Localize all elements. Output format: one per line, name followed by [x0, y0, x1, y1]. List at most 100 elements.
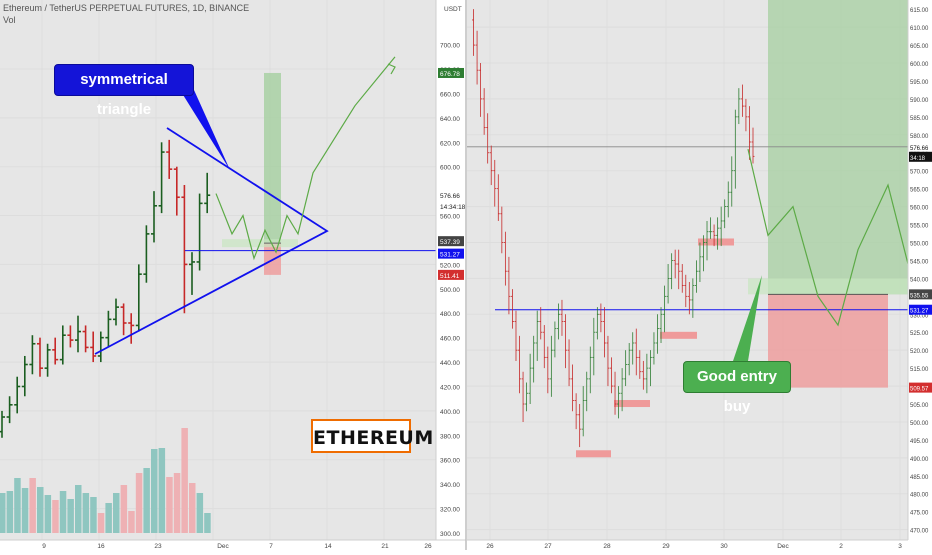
symbol-title: Ethereum / TetherUS PERPETUAL FUTURES, 1… — [3, 3, 250, 13]
left-badge-entry: 537.39 — [440, 239, 460, 246]
volume-bar — [189, 483, 196, 533]
right-axis-tick: 570.00 — [910, 170, 929, 176]
support-highlight — [698, 238, 734, 246]
projection-path — [215, 56, 396, 261]
right-x-tick: 29 — [662, 543, 670, 550]
right-badge-countdown-bg — [909, 151, 932, 162]
right-badge-last-bg — [909, 141, 932, 152]
right-badge-countdown: 34:18 — [910, 156, 926, 162]
volume-bar — [181, 428, 188, 533]
right-badge-stop: 509.57 — [910, 387, 929, 393]
volume-bar — [173, 473, 181, 533]
right-axis-tick: 580.00 — [910, 134, 929, 140]
support-highlight — [614, 400, 650, 408]
volume-bar — [151, 449, 158, 533]
entry-callout: Good entry buy — [683, 361, 791, 415]
support-highlight — [660, 331, 697, 339]
left-axis-tick: 520.00 — [440, 262, 460, 269]
volume-bar — [29, 478, 36, 533]
symmetrical-triangle — [94, 127, 329, 355]
left-axis-tick: 460.00 — [440, 336, 460, 343]
brand-box: ETHEREUM — [311, 419, 433, 453]
volume-bar — [135, 473, 143, 533]
volume-bar — [204, 513, 211, 533]
left-axis-tick: 700.00 — [440, 43, 460, 50]
callout-pointer — [180, 90, 230, 170]
volume-bar — [196, 493, 204, 533]
right-axis-tick: 485.00 — [910, 475, 929, 481]
volume-bar — [75, 485, 82, 533]
right-candles — [472, 9, 755, 448]
left-volume-series — [0, 428, 211, 533]
right-axis-tick: 595.00 — [910, 80, 929, 86]
left-axis-tick: 500.00 — [440, 287, 460, 294]
volume-bar — [143, 468, 150, 533]
left-badge-support: 531.27 — [440, 252, 460, 259]
volume-bar — [59, 491, 67, 533]
left-axis-tick: 320.00 — [440, 507, 460, 514]
right-axis-tick: 505.00 — [910, 403, 929, 409]
volume-bar — [113, 493, 120, 533]
left-axis-tick: 360.00 — [440, 458, 460, 465]
right-axis-tick: 590.00 — [910, 98, 929, 104]
right-badge-support-bg — [909, 304, 932, 315]
right-badge-support: 531.27 — [910, 309, 929, 315]
right-axis-tick: 565.00 — [910, 188, 929, 194]
volume-bar — [128, 511, 135, 533]
left-axis-tick: 300.00 — [440, 531, 460, 538]
right-axis-tick: 560.00 — [910, 206, 929, 212]
right-axis-tick: 540.00 — [910, 277, 929, 283]
left-x-tick: 23 — [154, 543, 162, 550]
right-entry-band — [748, 278, 908, 295]
left-axis-tick: 420.00 — [440, 384, 460, 391]
left-badge-target: 676.78 — [440, 71, 460, 78]
left-axis-tick: 340.00 — [440, 482, 460, 489]
right-x-tick: 30 — [720, 543, 728, 550]
left-x-tick: 14 — [324, 543, 332, 550]
left-axis-tick: 380.00 — [440, 433, 460, 440]
left-badge-countdown: 14:34:18 — [440, 204, 466, 211]
right-axis-tick: 615.00 — [910, 8, 929, 14]
right-badge-stop-bg — [909, 382, 932, 393]
volume-bar — [90, 497, 97, 533]
right-axis-bg — [908, 0, 932, 550]
right-axis-tick: 605.00 — [910, 44, 929, 50]
volume-bar — [14, 478, 21, 533]
right-axis-tick: 530.00 — [910, 313, 929, 319]
right-axis-tick: 545.00 — [910, 259, 929, 265]
left-axis-tick: 480.00 — [440, 311, 460, 318]
right-axis-tick: 490.00 — [910, 457, 929, 463]
left-badge-support-bg — [438, 248, 464, 259]
volume-bar — [166, 477, 173, 533]
volume-bar — [158, 448, 166, 533]
right-axis-tick: 610.00 — [910, 26, 929, 32]
pattern-callout: symmetrical triangle — [54, 64, 194, 118]
support-highlight — [576, 450, 611, 458]
right-axis-tick: 550.00 — [910, 241, 929, 247]
right-xaxis-bg — [467, 540, 932, 550]
left-axis-tick: 600.00 — [440, 165, 460, 172]
right-badge-entry-bg — [909, 289, 932, 300]
left-xaxis-bg — [0, 540, 466, 550]
right-axis-tick: 555.00 — [910, 224, 929, 230]
left-x-tick: Dec — [217, 543, 229, 550]
volume-bar — [97, 513, 105, 533]
right-x-tick: 28 — [603, 543, 611, 550]
right-x-tick: 26 — [486, 543, 494, 550]
left-badge-stop-bg — [438, 269, 464, 280]
volume-bar — [105, 503, 112, 533]
right-x-tick: Dec — [777, 543, 789, 550]
volume-label: Vol — [3, 15, 16, 25]
right-x-tick: 2 — [839, 543, 843, 550]
right-axis-tick: 600.00 — [910, 62, 929, 68]
projection-arrowhead — [387, 63, 396, 75]
left-axis-tick: 560.00 — [440, 214, 460, 221]
right-badge-last: 576.66 — [910, 146, 929, 152]
volume-bar — [21, 488, 29, 533]
left-x-tick: 26 — [424, 543, 432, 550]
profit-zone — [264, 72, 281, 244]
right-x-tick: 3 — [898, 543, 902, 550]
left-badge-last: 576.66 — [440, 193, 460, 200]
right-axis-tick: 480.00 — [910, 493, 929, 499]
